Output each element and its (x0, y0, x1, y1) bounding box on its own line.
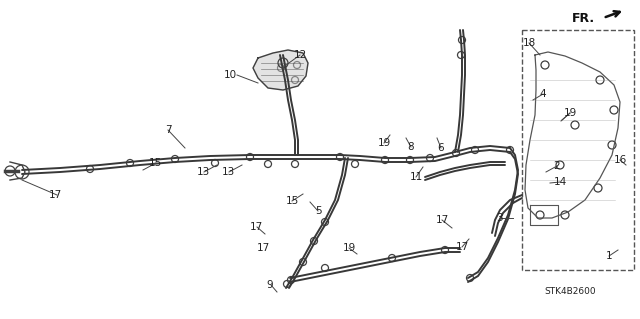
Text: 17: 17 (435, 215, 449, 225)
Text: 16: 16 (613, 155, 627, 165)
Text: 1: 1 (605, 251, 612, 261)
Text: 4: 4 (540, 89, 547, 99)
Text: 7: 7 (164, 125, 172, 135)
Text: 2: 2 (554, 161, 560, 171)
Text: 19: 19 (342, 243, 356, 253)
Text: 8: 8 (408, 142, 414, 152)
Text: 13: 13 (196, 167, 210, 177)
Text: 14: 14 (554, 177, 566, 187)
Text: 18: 18 (522, 38, 536, 48)
Text: 15: 15 (285, 196, 299, 206)
Text: 17: 17 (49, 190, 61, 200)
Text: 10: 10 (223, 70, 237, 80)
Text: FR.: FR. (572, 11, 595, 25)
Text: 6: 6 (438, 143, 444, 153)
Text: 19: 19 (563, 108, 577, 118)
Text: 13: 13 (221, 167, 235, 177)
Text: 17: 17 (250, 222, 262, 232)
Text: 15: 15 (148, 158, 162, 168)
Text: 19: 19 (378, 138, 390, 148)
Text: 5: 5 (315, 206, 321, 216)
Polygon shape (253, 50, 308, 90)
Text: 17: 17 (257, 243, 269, 253)
Text: 17: 17 (456, 242, 468, 252)
Text: 9: 9 (267, 280, 273, 290)
Text: 11: 11 (410, 172, 422, 182)
Text: 3: 3 (496, 213, 502, 223)
Text: STK4B2600: STK4B2600 (544, 287, 596, 296)
Text: 12: 12 (293, 50, 307, 60)
Bar (522, 30, 634, 270)
